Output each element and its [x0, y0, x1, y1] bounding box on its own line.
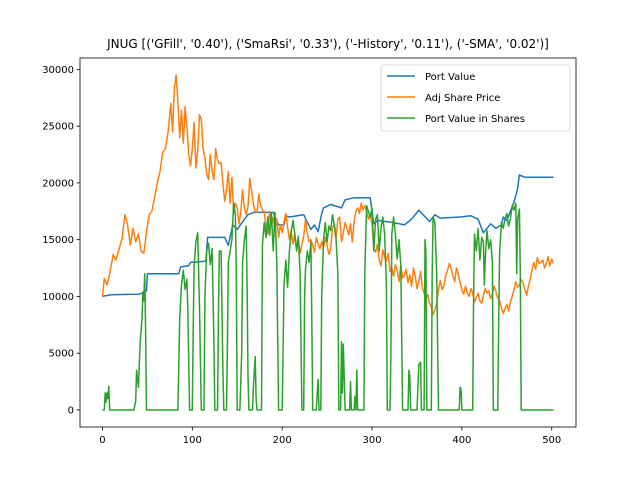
legend-box: [380, 64, 571, 132]
y-tick-label: 5000: [49, 349, 74, 360]
series-line-1: [102, 174, 554, 298]
x-tick-label: 200: [273, 435, 292, 446]
legend-label-3: Port Value in Shares: [425, 114, 525, 125]
x-tick-label: 0: [99, 435, 105, 446]
y-tick-label: 15000: [42, 235, 74, 246]
x-tick-label: 300: [362, 435, 381, 446]
plot-frame: [79, 57, 577, 428]
x-tick-label: 500: [542, 435, 561, 446]
legend: Port Value Adj Share Price Port Value in S…: [380, 64, 571, 132]
y-tick-label: 20000: [42, 178, 74, 189]
y-tick-label: 10000: [42, 292, 74, 303]
legend-label-2: Adj Share Price: [425, 93, 500, 104]
legend-label-1: Port Value: [425, 72, 475, 83]
chart-title: JNUG [('GFill', '0.40'), ('SmaRsi', '0.3…: [106, 37, 549, 51]
x-tick-label: 100: [183, 435, 202, 446]
series-line-2: [101, 74, 555, 316]
y-tick-label: 25000: [42, 122, 74, 133]
series-layer: [101, 74, 555, 411]
series-line-3: [102, 202, 554, 411]
x-tick-label: 400: [452, 435, 471, 446]
y-tick-label: 0: [68, 405, 74, 416]
axes-layer: 0 100 200 300 400 500050001000015000200002500…: [42, 57, 577, 446]
y-tick-label: 30000: [42, 65, 74, 76]
